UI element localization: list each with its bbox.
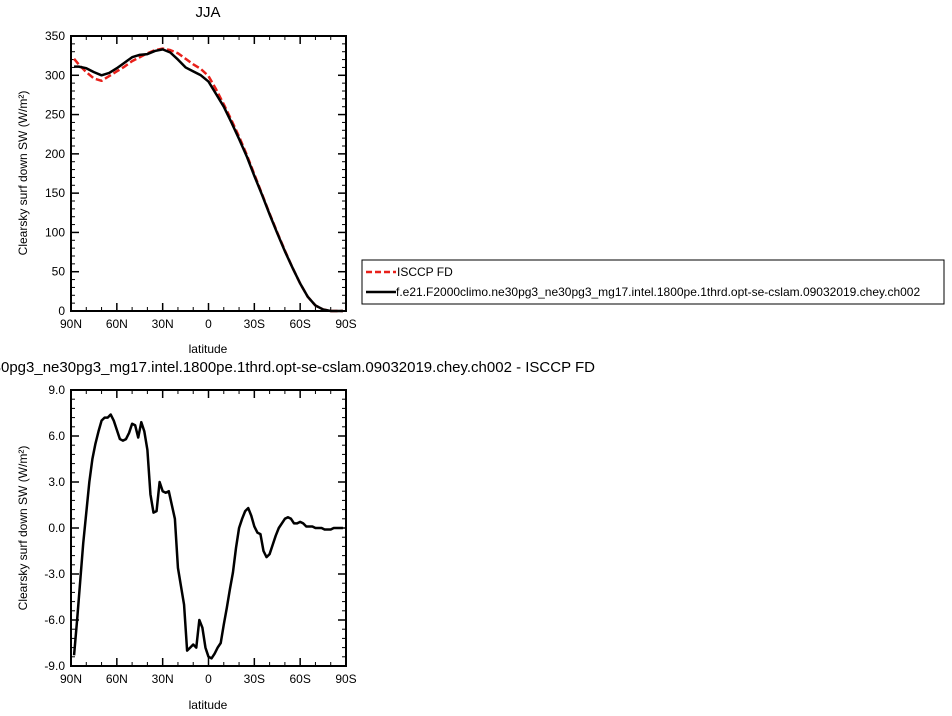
top-y-tick-label: 300: [45, 68, 65, 82]
top-y-tick-label: 150: [45, 186, 65, 200]
top-y-tick-label: 0: [58, 304, 65, 318]
bottom-x-tick-label: 60S: [289, 672, 310, 686]
bottom-y-tick-label: -3.0: [44, 567, 65, 581]
bottom-chart-title: f.e21.F2000climo.ne30pg3_ne30pg3_mg17.in…: [0, 359, 595, 376]
top-series-line-0: [73, 47, 343, 313]
top-y-tick-label: 200: [45, 147, 65, 161]
top-series-group: [73, 47, 343, 313]
top-y-tick-label: 350: [45, 29, 65, 43]
bottom-y-axis-label: Clearsky surf down SW (W/m²): [16, 446, 30, 611]
top-x-tick-label: 30N: [152, 317, 174, 331]
bottom-x-tick-group: 90N 60N 30N 0 30S 60S 90S: [60, 390, 357, 686]
bottom-x-tick-label: 90N: [60, 672, 82, 686]
bottom-y-tick-label: 9.0: [48, 383, 65, 397]
bottom-x-tick-label: 60N: [106, 672, 128, 686]
bottom-y-tick-label: -6.0: [44, 613, 65, 627]
top-x-axis-label: latitude: [189, 342, 228, 356]
top-x-tick-group: 90N 60N 30N 0 30S 60S 90S: [60, 36, 357, 331]
legend-box: [361, 259, 945, 305]
top-y-axis-label: Clearsky surf down SW (W/m²): [16, 91, 30, 256]
legend-label-isccp: ISCCP FD: [397, 265, 453, 279]
bottom-y-tick-label: 3.0: [48, 475, 65, 489]
bottom-x-axis-label: latitude: [189, 698, 228, 712]
top-x-tick-label: 30S: [244, 317, 265, 331]
bottom-x-tick-label: 0: [205, 672, 212, 686]
bottom-y-tick-label: 6.0: [48, 429, 65, 443]
top-x-tick-label: 0: [205, 317, 212, 331]
bottom-series-line-0: [72, 413, 343, 660]
bottom-y-tick-label: 0.0: [48, 521, 65, 535]
bottom-plot-frame: [70, 389, 347, 667]
top-x-tick-label: 60S: [289, 317, 310, 331]
top-panel: JJA Clearsky surf down SW (W/m²) latitud…: [16, 4, 357, 356]
top-chart-title: JJA: [195, 4, 220, 21]
top-series-line-1: [74, 48, 343, 313]
bottom-x-tick-label: 30N: [152, 672, 174, 686]
top-x-tick-label: 90S: [335, 317, 356, 331]
bottom-y-tick-label: -9.0: [44, 659, 65, 673]
top-y-tick-label: 50: [52, 265, 66, 279]
bottom-x-tick-label: 30S: [244, 672, 265, 686]
top-y-tick-label: 250: [45, 108, 65, 122]
bottom-y-tick-group: -9.0 -6.0 -3.0 0.0 3.0 6.0 9.0: [44, 383, 346, 673]
bottom-series-group: [72, 413, 343, 660]
legend: ISCCP FD f.e21.F2000climo.ne30pg3_ne30pg…: [361, 259, 945, 305]
top-x-tick-label: 60N: [106, 317, 128, 331]
bottom-x-tick-label: 90S: [335, 672, 356, 686]
top-plot-frame: [70, 35, 347, 312]
bottom-panel: f.e21.F2000climo.ne30pg3_ne30pg3_mg17.in…: [0, 359, 595, 712]
top-y-tick-label: 100: [45, 225, 65, 239]
top-x-tick-label: 90N: [60, 317, 82, 331]
legend-label-model: f.e21.F2000climo.ne30pg3_ne30pg3_mg17.in…: [396, 285, 920, 299]
